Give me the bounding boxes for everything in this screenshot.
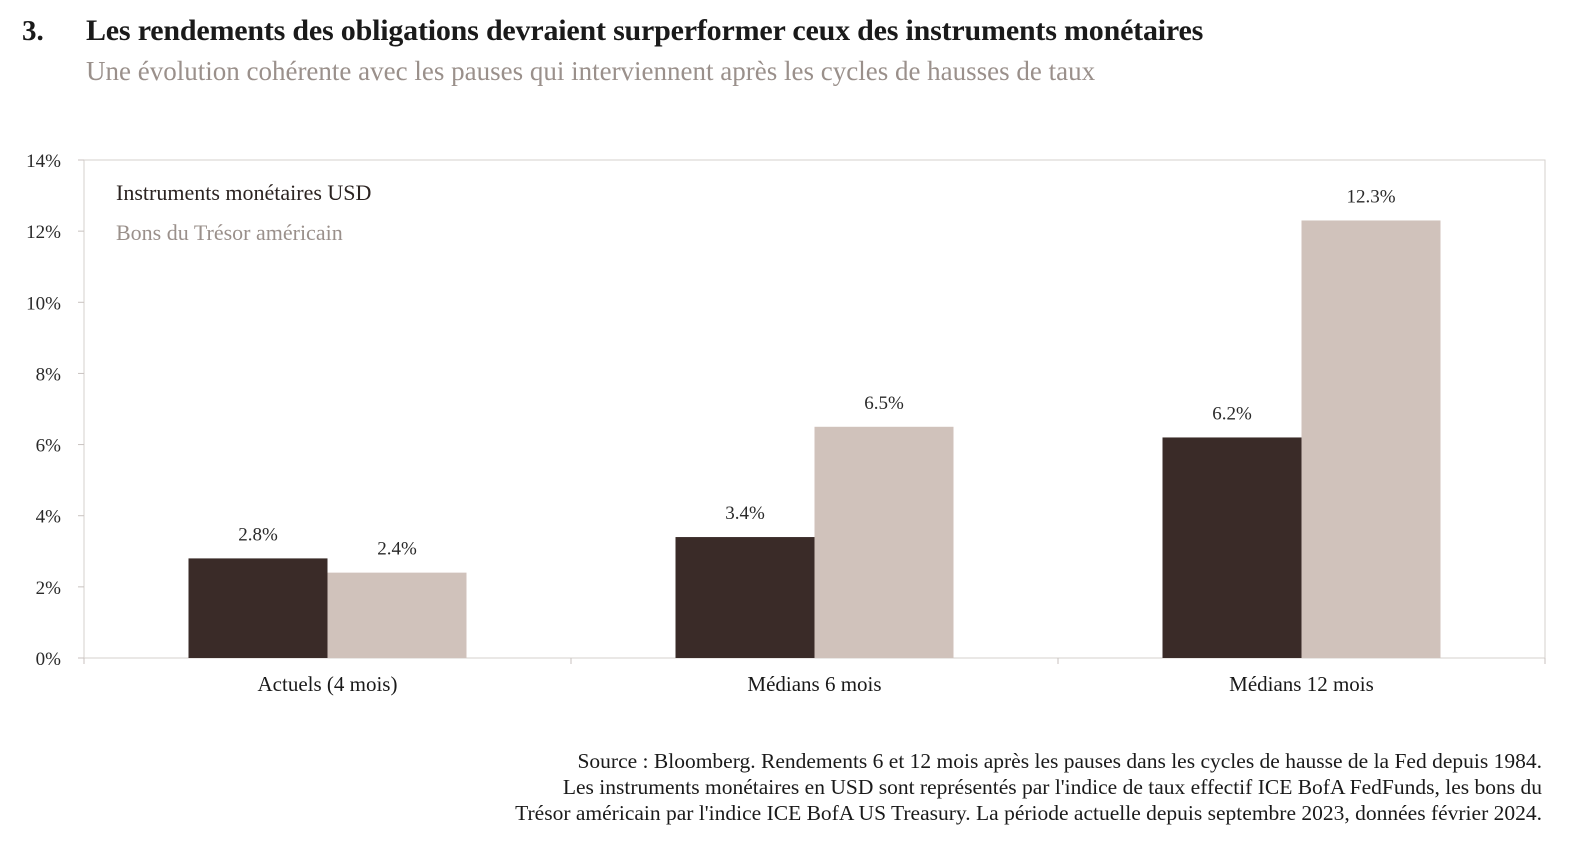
x-category-label: Médians 12 mois — [1229, 672, 1374, 696]
bar-value-label: 2.4% — [377, 539, 417, 560]
bar-value-label: 3.4% — [725, 503, 765, 524]
bar-value-label: 6.2% — [1212, 403, 1252, 424]
bar — [814, 426, 954, 658]
y-tick-label: 8% — [36, 364, 62, 385]
bar — [188, 558, 328, 658]
y-tick-label: 2% — [36, 578, 62, 599]
chart-title: Les rendements des obligations devraient… — [86, 14, 1204, 47]
footnote-line-1: Source : Bloomberg. Rendements 6 et 12 m… — [577, 749, 1542, 773]
title-row: 3. Les rendements des obligations devrai… — [22, 14, 1542, 48]
x-category-label: Médians 6 mois — [747, 672, 881, 696]
footnote-line-3: Trésor américain par l'indice ICE BofA U… — [515, 801, 1542, 825]
footnote-line-2: Les instruments monétaires en USD sont r… — [562, 775, 1542, 799]
figure-number: 3. — [22, 15, 44, 47]
bar-chart: 0% 2% 4% 6% 8% 10% 12% 14% 2.8% 2.4% Actuels (4 mo… — [26, 151, 1546, 696]
bar — [1301, 220, 1441, 658]
chart-footnote: Source : Bloomberg. Rendements 6 et 12 m… — [242, 748, 1542, 826]
legend-item-usd: Instruments monétaires USD — [116, 180, 372, 205]
chart-legend: Instruments monétaires USD Bons du Tréso… — [116, 180, 371, 260]
y-tick-label: 12% — [26, 222, 61, 243]
bar — [675, 537, 815, 658]
y-tick-label: 0% — [36, 649, 62, 670]
chart-header: 3. Les rendements des obligations devrai… — [22, 14, 1542, 87]
y-tick-label: 10% — [26, 293, 61, 314]
y-tick-label: 6% — [36, 436, 62, 457]
y-tick-label: 14% — [26, 151, 61, 172]
bar — [1162, 437, 1302, 658]
legend-item-treasury: Bons du Trésor américain — [116, 220, 343, 245]
bar-value-label: 2.8% — [238, 524, 278, 545]
bar-value-label: 6.5% — [864, 393, 904, 414]
x-category-label: Actuels (4 mois) — [258, 672, 398, 696]
chart-subtitle: Une évolution cohérente avec les pauses … — [86, 56, 1096, 86]
bar — [327, 572, 467, 658]
y-tick-label: 4% — [36, 507, 62, 528]
bar-value-label: 12.3% — [1346, 186, 1395, 207]
